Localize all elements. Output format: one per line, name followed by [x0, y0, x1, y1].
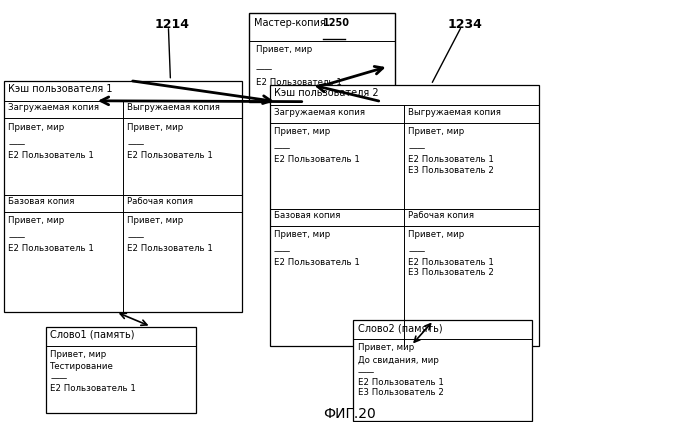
Text: Е2 Пользователь 1: Е2 Пользователь 1	[8, 244, 95, 254]
FancyBboxPatch shape	[248, 14, 396, 102]
Text: Привет, мир: Привет, мир	[50, 350, 106, 359]
Text: 1234: 1234	[448, 18, 483, 30]
Text: Е2 Пользователь 1: Е2 Пользователь 1	[358, 378, 444, 387]
FancyBboxPatch shape	[270, 85, 538, 346]
Text: ——: ——	[408, 247, 426, 257]
Text: Привет, мир: Привет, мир	[408, 230, 465, 239]
Text: ——: ——	[408, 145, 426, 154]
Text: Выгружаемая копия: Выгружаемая копия	[408, 108, 501, 116]
Text: Е2 Пользователь 1: Е2 Пользователь 1	[408, 258, 494, 268]
Text: Базовая копия: Базовая копия	[8, 197, 75, 206]
Text: ——: ——	[358, 368, 375, 377]
Text: Е3 Пользователь 2: Е3 Пользователь 2	[408, 165, 494, 175]
Text: Привет, мир: Привет, мир	[274, 127, 330, 136]
Text: Е2 Пользователь 1: Е2 Пользователь 1	[127, 151, 213, 160]
Text: ——: ——	[8, 233, 26, 243]
Text: Мастер-копия: Мастер-копия	[254, 18, 332, 27]
Text: Привет, мир: Привет, мир	[127, 216, 183, 225]
Text: Е2 Пользователь 1: Е2 Пользователь 1	[274, 155, 360, 165]
Text: Загружаемая копия: Загружаемая копия	[274, 108, 365, 116]
Text: Е2 Пользователь 1: Е2 Пользователь 1	[256, 78, 342, 87]
Text: ——: ——	[274, 247, 291, 257]
Text: Е2 Пользователь 1: Е2 Пользователь 1	[50, 384, 136, 393]
Text: Загружаемая копия: Загружаемая копия	[8, 103, 99, 112]
Text: Слово2 (память): Слово2 (память)	[358, 323, 442, 333]
Text: До свидания, мир: До свидания, мир	[358, 356, 439, 365]
Text: Выгружаемая копия: Выгружаемая копия	[127, 103, 220, 112]
Text: Е2 Пользователь 1: Е2 Пользователь 1	[127, 244, 213, 254]
Text: Е3 Пользователь 2: Е3 Пользователь 2	[408, 268, 494, 277]
Text: ФИГ.20: ФИГ.20	[323, 407, 377, 421]
Text: ——: ——	[256, 65, 273, 74]
Text: 1250: 1250	[323, 18, 350, 27]
Text: Е2 Пользователь 1: Е2 Пользователь 1	[408, 155, 494, 165]
Text: Слово1 (память): Слово1 (память)	[50, 330, 135, 340]
FancyBboxPatch shape	[354, 320, 531, 421]
Text: Рабочая копия: Рабочая копия	[408, 211, 475, 220]
Text: Базовая копия: Базовая копия	[274, 211, 340, 220]
Text: Е3 Пользователь 2: Е3 Пользователь 2	[358, 388, 444, 397]
Text: Кэш пользователя 1: Кэш пользователя 1	[8, 84, 113, 94]
Text: Рабочая копия: Рабочая копия	[127, 197, 193, 206]
Text: Е2 Пользователь 1: Е2 Пользователь 1	[274, 258, 360, 268]
Text: 1214: 1214	[155, 18, 190, 30]
Text: Тестирование: Тестирование	[50, 362, 114, 371]
Text: Привет, мир: Привет, мир	[408, 127, 465, 136]
Text: Кэш пользователя 2: Кэш пользователя 2	[274, 88, 379, 98]
Text: ——: ——	[274, 145, 291, 154]
Text: ——: ——	[8, 141, 26, 149]
Text: ——: ——	[127, 141, 144, 149]
FancyBboxPatch shape	[4, 81, 241, 312]
FancyBboxPatch shape	[46, 327, 196, 413]
Text: Привет, мир: Привет, мир	[8, 123, 64, 132]
Text: Привет, мир: Привет, мир	[256, 45, 312, 54]
Text: ——: ——	[127, 233, 144, 243]
Text: Привет, мир: Привет, мир	[8, 216, 64, 225]
Text: Привет, мир: Привет, мир	[358, 344, 414, 352]
Text: Привет, мир: Привет, мир	[274, 230, 330, 239]
Text: ——: ——	[50, 374, 67, 383]
Text: Е2 Пользователь 1: Е2 Пользователь 1	[8, 151, 95, 160]
Text: Привет, мир: Привет, мир	[127, 123, 183, 132]
